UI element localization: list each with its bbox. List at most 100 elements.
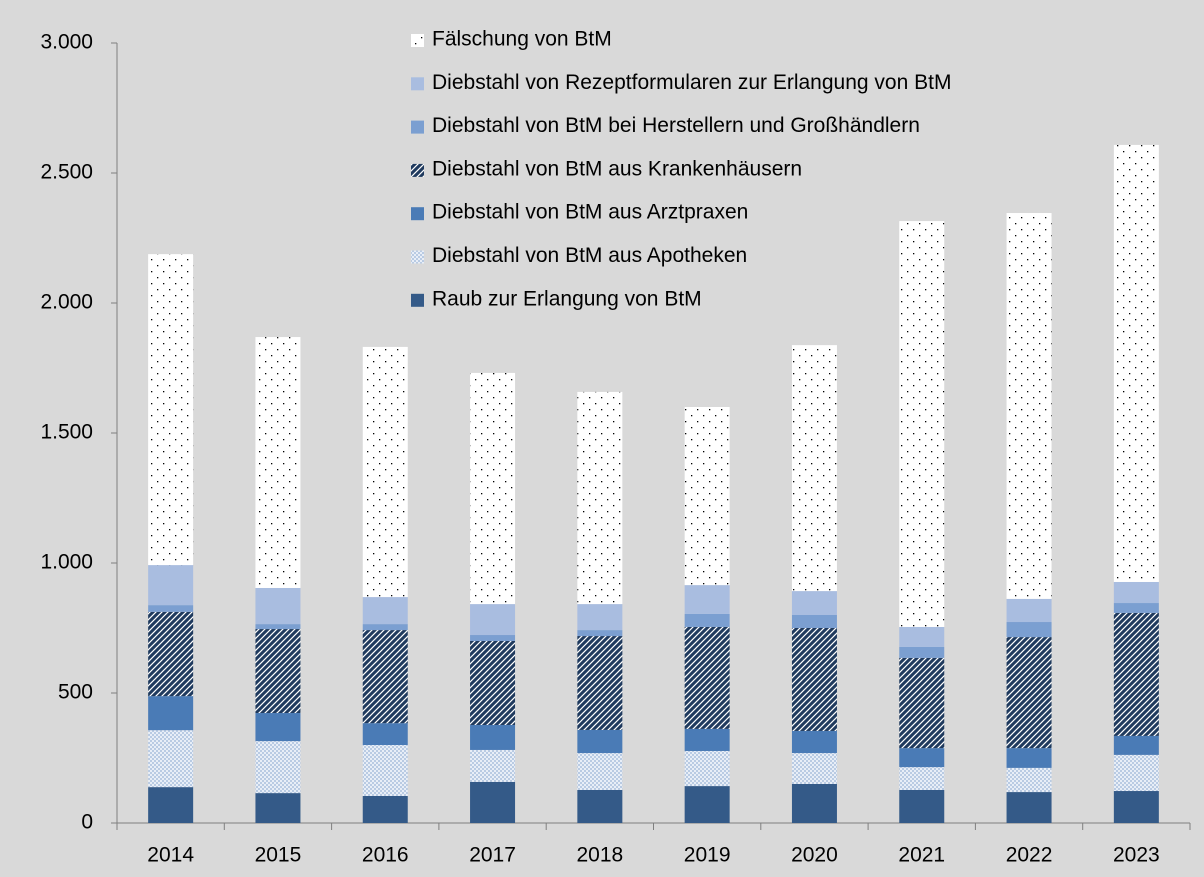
bar-segment xyxy=(148,254,194,566)
bar-segment xyxy=(577,753,623,790)
bar-segment xyxy=(1113,603,1159,613)
bar-segment xyxy=(899,646,945,658)
y-tick-label: 1.500 xyxy=(40,421,93,444)
bar-segment xyxy=(684,613,730,627)
bar-segment xyxy=(899,657,945,749)
bar-segment xyxy=(791,628,837,731)
legend-label: Diebstahl von BtM aus Krankenhäusern xyxy=(432,157,802,180)
bar-segment xyxy=(148,787,194,823)
x-tick-label: 2022 xyxy=(1006,844,1053,867)
legend-label: Diebstahl von BtM aus Arztpraxen xyxy=(432,201,748,224)
bar-segment xyxy=(899,767,945,790)
bar-segment xyxy=(470,641,516,725)
bar-segment xyxy=(1006,598,1052,623)
bar-segment xyxy=(1006,622,1052,638)
bar-segment xyxy=(684,750,730,787)
bar-segment xyxy=(255,713,301,742)
bar-segment xyxy=(899,626,945,647)
bar-segment xyxy=(362,346,408,598)
legend-swatch xyxy=(411,163,424,177)
bar-segment xyxy=(791,345,837,592)
legend-swatch xyxy=(411,77,424,91)
bar-segment xyxy=(899,748,945,768)
bar-segment xyxy=(684,728,730,751)
bar-segment xyxy=(255,629,301,714)
bar-segment xyxy=(791,615,837,628)
bar-segment xyxy=(362,795,408,823)
bar-segment xyxy=(1113,791,1159,823)
bar-segment xyxy=(362,630,408,724)
bar-segment xyxy=(362,597,408,625)
bar-segment xyxy=(470,372,516,605)
bar-segment xyxy=(148,730,194,788)
bar-segment xyxy=(470,724,516,750)
legend-label: Raub zur Erlangung von BtM xyxy=(432,287,702,310)
bar-segment xyxy=(148,565,194,606)
legend-label: Diebstahl von BtM bei Herstellern und Gr… xyxy=(432,114,920,137)
legend-swatch xyxy=(411,34,424,47)
bar-segment xyxy=(899,789,945,823)
bar-segment xyxy=(1113,735,1159,755)
bar-segment xyxy=(684,626,730,729)
bar-segment xyxy=(1113,144,1159,582)
bar-segment xyxy=(255,624,301,630)
bar-segment xyxy=(1113,581,1159,604)
bar-segment xyxy=(577,630,623,637)
bar-segment xyxy=(255,587,301,625)
bar-segment xyxy=(255,793,301,823)
bar-segment xyxy=(577,729,623,754)
y-tick-label: 500 xyxy=(58,681,93,704)
x-tick-label: 2020 xyxy=(791,844,838,867)
bar-segment xyxy=(470,635,516,641)
bar-segment xyxy=(148,605,194,612)
x-tick-label: 2018 xyxy=(576,844,623,867)
bar-segment xyxy=(1113,754,1159,792)
bar-segment xyxy=(791,730,837,754)
bar-segment xyxy=(148,696,194,731)
bar-segment xyxy=(1006,792,1052,823)
bar-segment xyxy=(470,781,516,823)
bar-segment xyxy=(791,784,837,823)
bar-segment xyxy=(684,585,730,614)
bar-segment xyxy=(791,591,837,615)
bar-segment xyxy=(1006,637,1052,749)
bar-segment xyxy=(470,749,516,782)
bar-segment xyxy=(899,221,945,627)
x-tick-label: 2015 xyxy=(255,844,302,867)
legend-swatch xyxy=(411,207,424,221)
y-tick-label: 2.000 xyxy=(40,291,93,314)
bar-segment xyxy=(362,624,408,631)
legend-swatch xyxy=(411,120,424,134)
bar-segment xyxy=(362,745,408,796)
x-tick-label: 2014 xyxy=(147,844,194,867)
bar-segment xyxy=(255,337,301,588)
y-tick-label: 3.000 xyxy=(40,31,93,54)
x-tick-label: 2023 xyxy=(1113,844,1160,867)
y-tick-label: 1.000 xyxy=(40,551,93,574)
legend-label: Diebstahl von Rezeptformularen zur Erlan… xyxy=(432,71,951,94)
y-tick-label: 2.500 xyxy=(40,161,93,184)
bar-segment xyxy=(791,753,837,784)
bar-segment xyxy=(577,636,623,730)
bar-segment xyxy=(577,604,623,631)
x-tick-label: 2016 xyxy=(362,844,409,867)
bar-segment xyxy=(362,723,408,745)
bar-segment xyxy=(577,789,623,823)
legend-label: Diebstahl von BtM aus Apotheken xyxy=(432,244,747,267)
bar-segment xyxy=(1006,213,1052,599)
bar-segment xyxy=(148,611,194,697)
bar-segment xyxy=(684,786,730,823)
legend-swatch xyxy=(411,293,424,307)
bar-segment xyxy=(577,391,623,605)
x-tick-label: 2019 xyxy=(684,844,731,867)
x-tick-label: 2017 xyxy=(469,844,516,867)
bar-segment xyxy=(1113,612,1159,736)
bar-segment xyxy=(684,407,730,586)
bar-segment xyxy=(1006,767,1052,793)
y-tick-label: 0 xyxy=(81,811,93,834)
bar-segment xyxy=(255,741,301,794)
bar-segment xyxy=(470,604,516,636)
legend-swatch xyxy=(411,250,424,264)
bar-segment xyxy=(1006,748,1052,768)
